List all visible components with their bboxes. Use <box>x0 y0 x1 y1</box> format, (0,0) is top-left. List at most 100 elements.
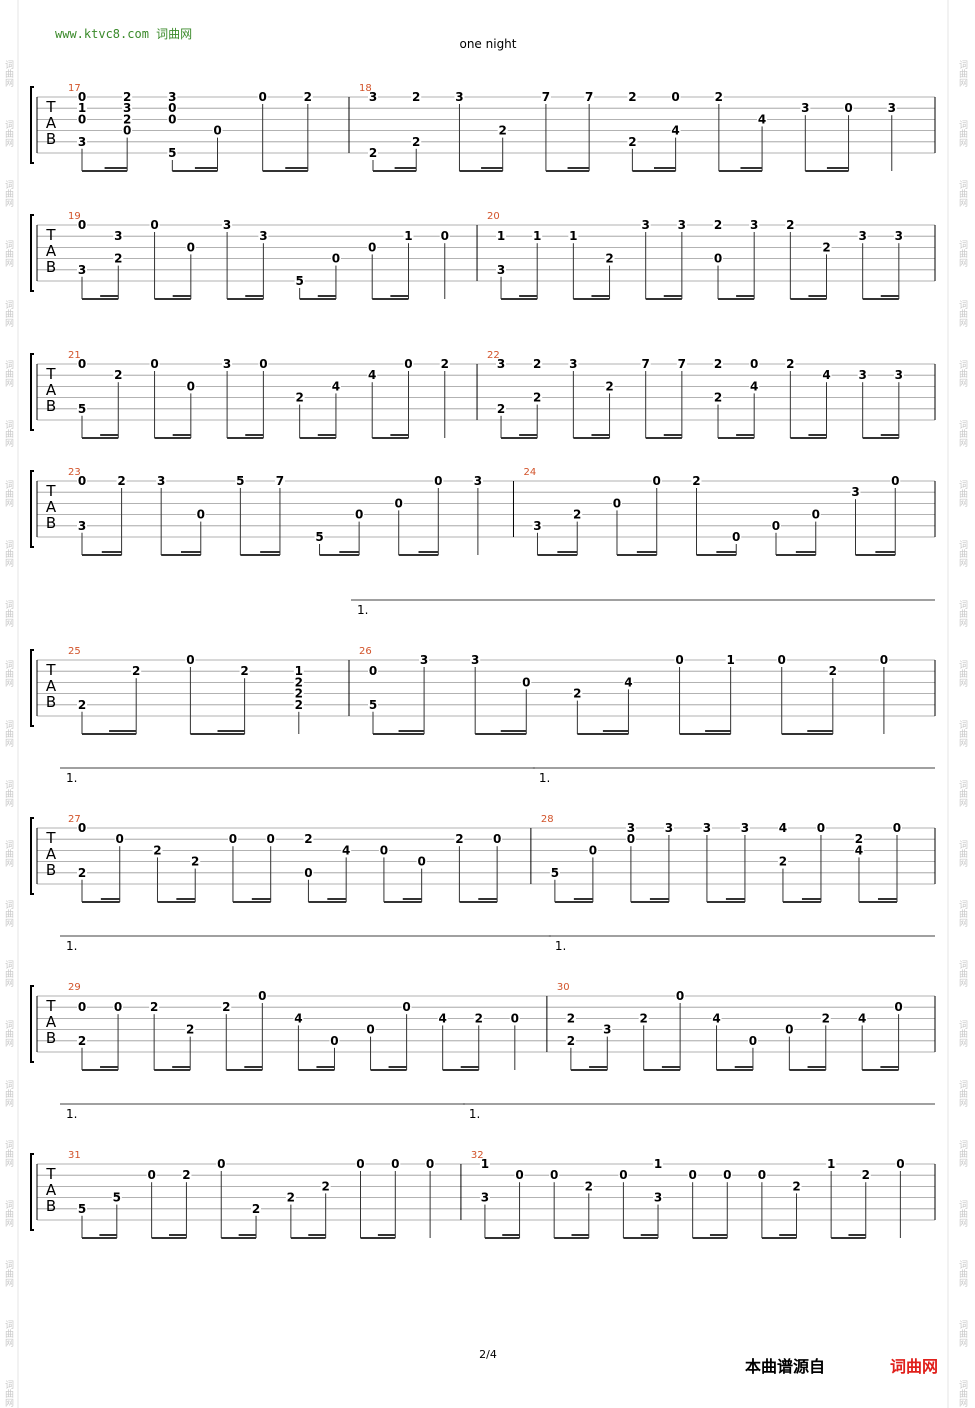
fret-bg <box>891 822 902 834</box>
fret-number: 2 <box>182 1168 190 1182</box>
fret-number: 2 <box>715 90 723 104</box>
fret-bg <box>149 1001 160 1014</box>
system-bracket <box>30 817 34 895</box>
fret-bg <box>568 230 579 243</box>
fret-bg <box>572 508 583 521</box>
fret-number: 0 <box>187 379 195 393</box>
fret-number: 3 <box>741 821 749 835</box>
fret-number: 7 <box>542 90 550 104</box>
fret-number: 0 <box>550 1168 558 1182</box>
fret-bg <box>114 833 125 846</box>
watermark: 词曲网 <box>957 360 968 388</box>
fret-bg <box>303 833 314 846</box>
fret-bg <box>185 654 196 666</box>
fret-bg <box>285 1191 296 1204</box>
fret-bg <box>330 252 341 265</box>
fret-bg <box>532 391 543 404</box>
fret-number: 0 <box>147 1168 155 1182</box>
fret-bg <box>496 230 507 243</box>
fret-number: 2 <box>252 1202 260 1216</box>
fret-number: 3 <box>78 263 86 277</box>
fret-bg <box>416 855 427 868</box>
fret-bg <box>857 1012 868 1025</box>
fret-bg <box>853 844 864 857</box>
fret-number: 4 <box>624 675 632 689</box>
fret-bg <box>653 1191 664 1204</box>
fret-number: 3 <box>497 263 505 277</box>
watermark: 词曲网 <box>3 960 14 988</box>
fret-number: 4 <box>671 124 679 138</box>
watermark: 词曲网 <box>3 120 14 148</box>
fret-number: 0 <box>671 90 679 104</box>
fret-bg <box>251 1202 262 1215</box>
fret-number: 4 <box>779 821 787 835</box>
fret-bg <box>749 358 760 370</box>
fret-number: 3 <box>895 368 903 382</box>
fret-number: 2 <box>792 1179 800 1193</box>
fret-bg <box>403 358 414 370</box>
watermark: 词曲网 <box>3 720 14 748</box>
fret-bg <box>496 358 507 370</box>
fret-bg <box>368 698 378 711</box>
watermark: 词曲网 <box>957 720 968 748</box>
fret-bg <box>146 1169 157 1182</box>
fret-number: 2 <box>412 135 420 149</box>
fret-bg <box>439 358 450 370</box>
watermark: 词曲网 <box>957 420 968 448</box>
watermark: 词曲网 <box>3 1260 14 1288</box>
page-number: 2/4 <box>479 1348 497 1361</box>
fret-bg <box>532 230 543 243</box>
fret-bg <box>777 855 788 868</box>
fret-number: 2 <box>779 855 787 869</box>
fret-bg <box>549 866 560 879</box>
fret-number: 2 <box>369 146 377 160</box>
watermark: 词曲网 <box>957 1140 968 1168</box>
fret-bg <box>425 1158 436 1170</box>
tab-clef: T <box>45 997 56 1015</box>
tab-clef: B <box>46 514 56 532</box>
fret-bg <box>257 990 268 1002</box>
fret-bg <box>314 531 325 543</box>
fret-number: 3 <box>369 90 377 104</box>
fret-number: 1 <box>497 229 505 243</box>
fret-bg <box>77 519 87 532</box>
fret-number: 0 <box>186 653 194 667</box>
fret-bg <box>602 1023 613 1036</box>
fret-bg <box>195 508 206 521</box>
fret-number: 2 <box>822 1011 830 1025</box>
watermark: 词曲网 <box>957 900 968 928</box>
fret-number: 3 <box>801 101 809 115</box>
fret-bg <box>473 1012 484 1025</box>
fret-bg <box>470 654 481 666</box>
fret-number: 0 <box>404 357 412 371</box>
fret-bg <box>116 475 127 487</box>
fret-number: 0 <box>749 1034 757 1048</box>
fret-bg <box>258 358 269 370</box>
fret-number: 4 <box>750 379 758 393</box>
fret-bg <box>185 1023 196 1036</box>
fret-bg <box>701 822 712 834</box>
watermark: 词曲网 <box>3 1380 14 1408</box>
watermark: 词曲网 <box>3 60 14 88</box>
fret-number: 2 <box>533 391 541 405</box>
watermark: 词曲网 <box>957 300 968 328</box>
fret-number: 2 <box>862 1168 870 1182</box>
fret-number: 1 <box>404 229 412 243</box>
fret-number: 0 <box>688 1168 696 1182</box>
watermark: 词曲网 <box>957 1260 968 1288</box>
fret-bg <box>274 475 285 487</box>
fret-number: 0 <box>714 252 722 266</box>
measure-number: 24 <box>523 467 536 478</box>
fret-bg <box>454 833 465 846</box>
fret-number: 2 <box>132 664 140 678</box>
fret-bg <box>113 1001 124 1014</box>
watermark: 词曲网 <box>3 240 14 268</box>
fret-bg <box>674 654 685 666</box>
fret-bg <box>540 91 551 103</box>
fret-number: 0 <box>356 1157 364 1171</box>
tab-clef: A <box>46 114 57 132</box>
fret-number: 4 <box>368 368 376 382</box>
fret-number: 2 <box>786 357 794 371</box>
fret-bg <box>265 833 276 846</box>
fret-number: 2 <box>692 474 700 488</box>
